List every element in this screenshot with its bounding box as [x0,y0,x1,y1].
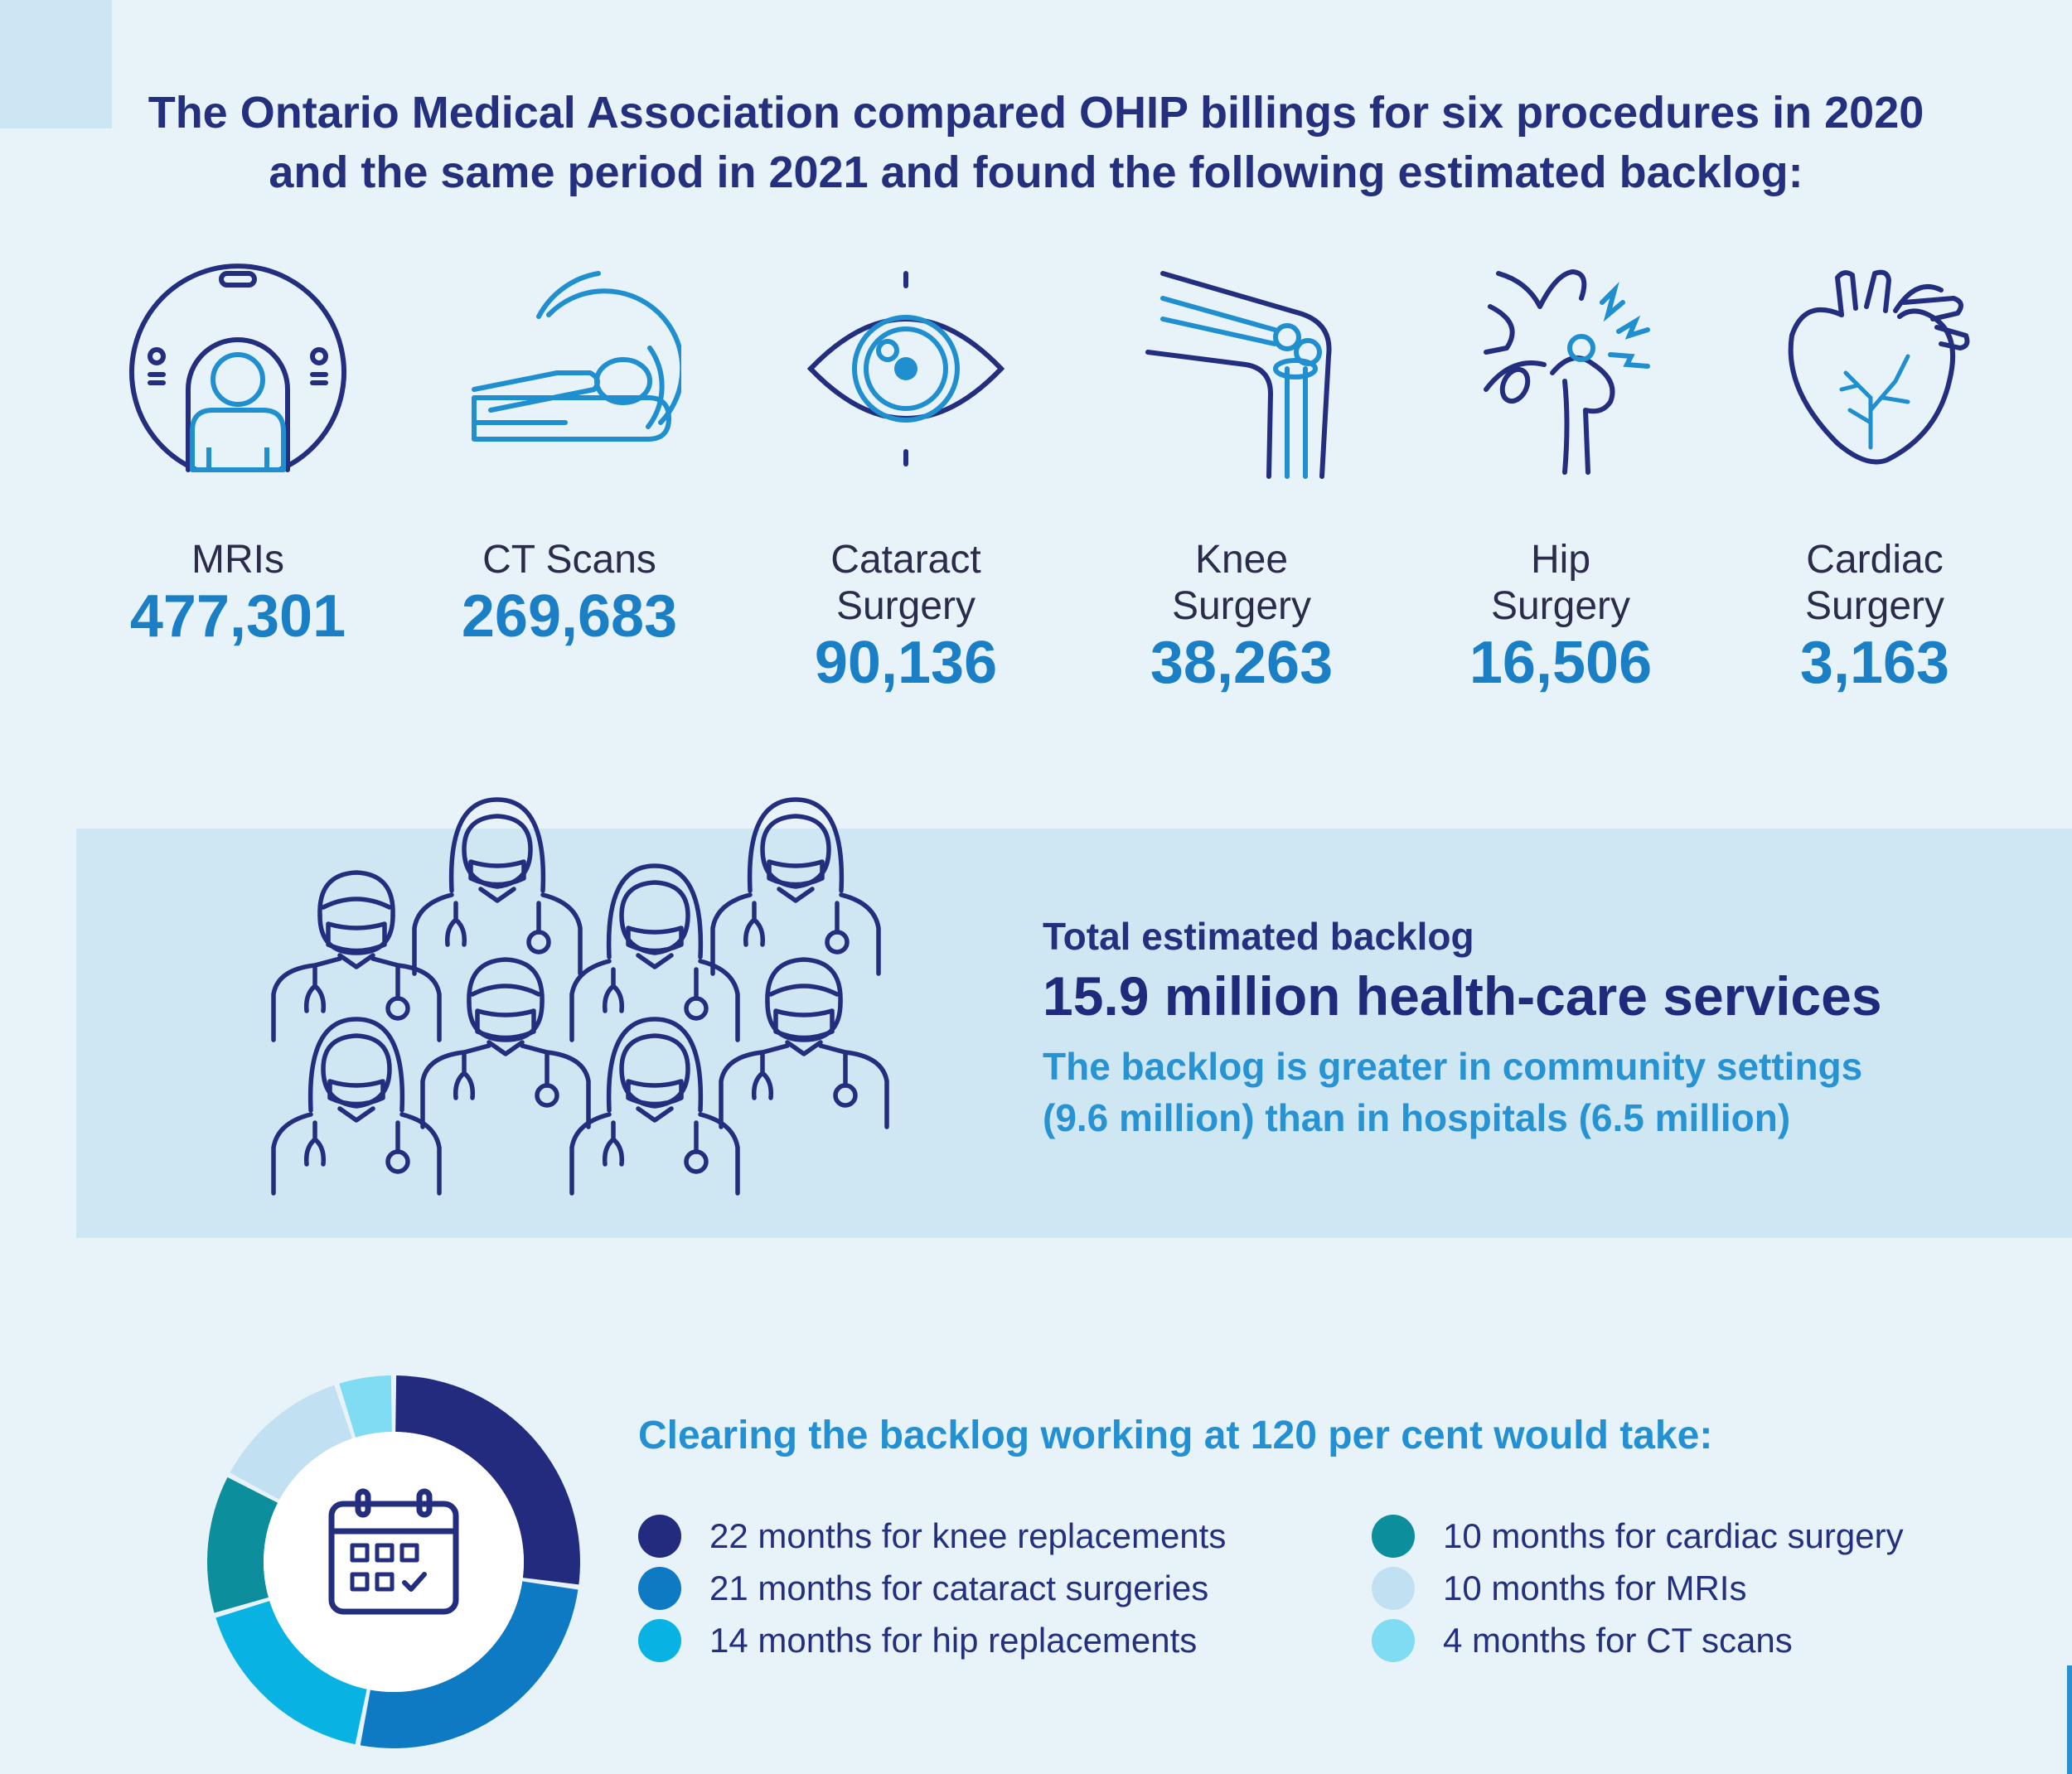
procedure-label: Knee Surgery [1171,538,1312,628]
worker-figure [721,960,887,1127]
procedure-value: 38,263 [1150,630,1334,696]
legend-item: 14 months for hip replacements [638,1614,1226,1666]
donut-segment [207,1477,278,1613]
donut-segment [395,1375,580,1585]
intro-line-1: The Ontario Medical Association compared… [148,88,1924,138]
procedure-value: 269,683 [461,583,678,650]
procedure-mri: MRIs 477,301 [80,257,395,650]
procedure-value: 477,301 [129,583,346,650]
worker-figure [423,960,588,1127]
knee-icon [1145,271,1332,479]
procedure-cataract: Cataract Surgery 90,136 [748,257,1063,696]
legend-item: 21 months for cataract surgeries [638,1562,1226,1614]
procedure-value: 16,506 [1469,630,1653,696]
legend-label: 10 months for MRIs [1443,1568,1747,1607]
intro-text: The Ontario Medical Association compared… [83,83,1989,202]
legend-dot [638,1514,681,1558]
legend-label: 14 months for hip replacements [709,1620,1198,1660]
hip-icon [1484,269,1650,475]
legend-dot [638,1618,681,1662]
ct-scanner-icon [472,271,681,442]
procedure-label: MRIs [191,538,284,582]
legend-dot [1372,1618,1415,1662]
clearing-title: Clearing the backlog working at 120 per … [638,1414,1713,1457]
worker-figure [274,1019,439,1193]
summary-headline: 15.9 million health-care services [1043,965,1882,1027]
procedure-value: 90,136 [814,630,998,696]
donut-segment [230,1385,352,1500]
procedure-label: Cardiac Surgery [1804,538,1945,628]
eye-icon [806,271,1005,466]
calendar-icon [328,1488,459,1615]
legend-item: 22 months for knee replacements [638,1510,1226,1562]
summary-note: The backlog is greater in community sett… [1043,1045,1863,1139]
legend-label: 4 months for CT scans [1443,1620,1793,1660]
legend-dot [1372,1566,1415,1610]
donut-segment [360,1581,579,1748]
edge-mark [2067,1665,2072,1774]
procedure-label: Cataract Surgery [830,538,981,628]
health-workers-illustration [265,791,920,1272]
donut-segment [215,1601,367,1745]
mri-scanner-icon [129,263,346,472]
legend-column-right: 10 months for cardiac surgery 10 months … [1372,1510,1904,1666]
legend-item: 4 months for CT scans [1372,1614,1904,1666]
procedure-ct: CT Scans 269,683 [412,257,727,650]
procedure-label: CT Scans [482,538,656,582]
backlog-summary: Total estimated backlog 15.9 million hea… [1043,911,2021,1143]
procedure-label: Hip Surgery [1490,538,1631,628]
legend-label: 21 months for cataract surgeries [709,1568,1209,1607]
clearing-donut-chart [207,1375,580,1748]
worker-figure [414,800,580,974]
legend-column-left: 22 months for knee replacements 21 month… [638,1510,1226,1666]
worker-figure [572,1019,738,1193]
legend-label: 10 months for cardiac surgery [1443,1515,1904,1555]
legend-label: 22 months for knee replacements [709,1515,1227,1555]
summary-pretitle: Total estimated backlog [1043,915,1474,958]
donut-segment [339,1375,392,1438]
procedure-value: 3,163 [1799,630,1950,696]
legend-item: 10 months for MRIs [1372,1562,1904,1614]
procedure-knee: Knee Surgery 38,263 [1084,257,1399,696]
procedure-cardiac: Cardiac Surgery 3,163 [1717,257,2032,696]
legend-item: 10 months for cardiac surgery [1372,1510,1904,1562]
backlog-band [76,829,2072,1238]
intro-line-2: and the same period in 2021 and found th… [269,147,1803,197]
donut-center [264,1432,524,1692]
procedure-hip: Hip Surgery 16,506 [1403,257,1718,696]
heart-icon [1788,269,1970,465]
worker-figure [713,800,879,974]
corner-decoration [0,0,112,128]
legend-dot [638,1566,681,1610]
legend-dot [1372,1514,1415,1558]
